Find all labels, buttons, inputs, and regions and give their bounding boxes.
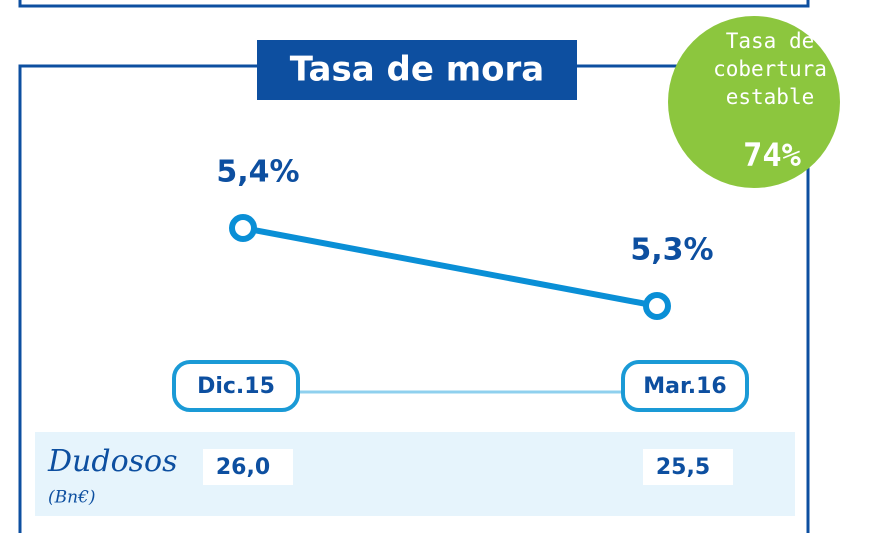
category-pill bbox=[172, 360, 300, 412]
data-label: 5,4% bbox=[216, 155, 299, 190]
point bbox=[229, 214, 257, 242]
table-cell bbox=[203, 449, 293, 485]
annotation-value: 74% bbox=[743, 136, 802, 174]
annotation-text: estable bbox=[726, 85, 815, 109]
chart-title: Tasa de mora bbox=[290, 50, 545, 90]
annotation-text: Tasa de bbox=[726, 29, 815, 53]
point bbox=[643, 292, 671, 320]
prev-frame bbox=[18, 0, 810, 8]
line bbox=[242, 225, 658, 309]
category-pill bbox=[621, 360, 749, 412]
table-cell bbox=[643, 449, 733, 485]
title-box bbox=[257, 40, 577, 100]
table-value: 25,5 bbox=[656, 455, 710, 480]
table-unit: (Bn€) bbox=[48, 488, 96, 508]
x-tick-label: Mar.16 bbox=[643, 374, 726, 399]
table-value: 26,0 bbox=[216, 455, 270, 480]
annotation-text: cobertura bbox=[713, 57, 827, 81]
annotation-circle bbox=[668, 16, 840, 188]
x-tick-label: Dic.15 bbox=[197, 374, 275, 399]
data-label: 5,3% bbox=[630, 233, 713, 268]
table-label: Dudosos bbox=[47, 444, 178, 479]
